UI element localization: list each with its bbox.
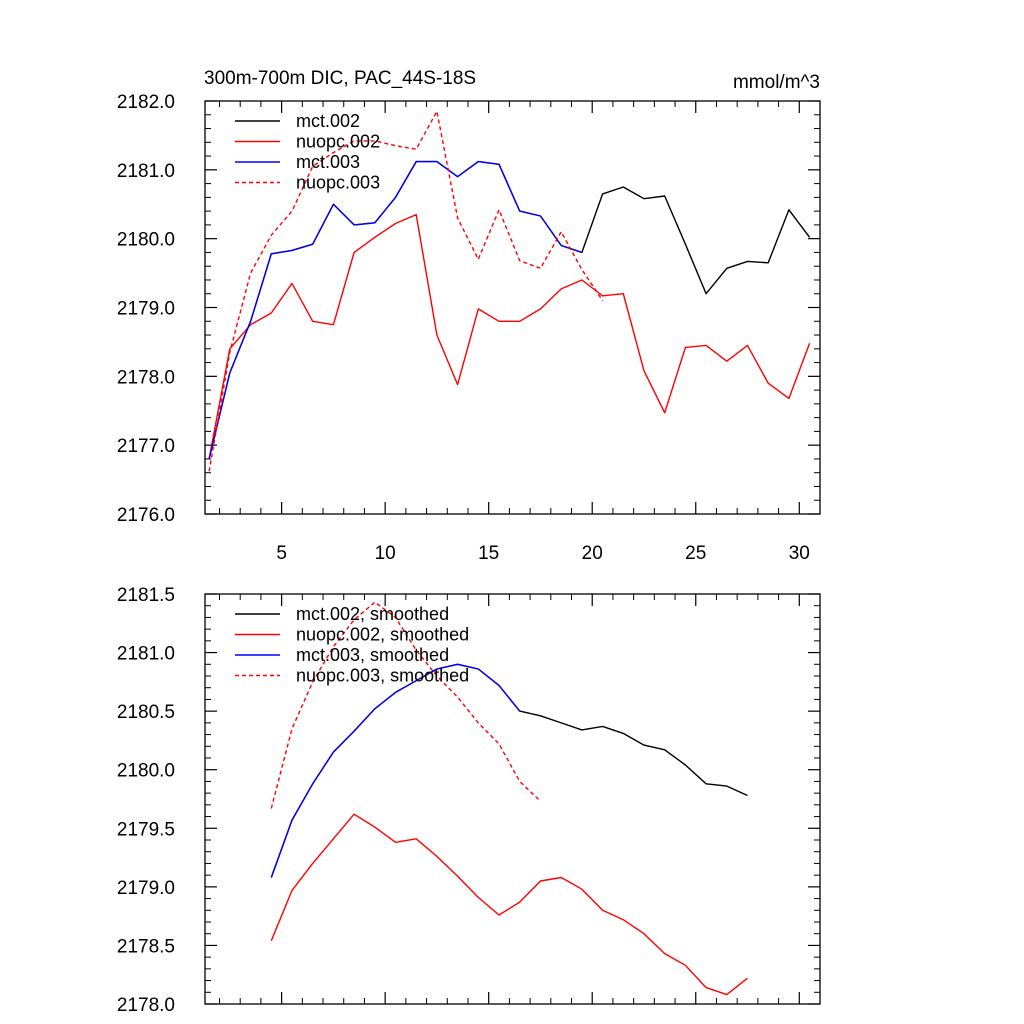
- y-tick-label: 2179.0: [117, 878, 175, 899]
- legend-label: nuopc.002: [296, 132, 380, 152]
- x-tick-label: 5: [276, 543, 287, 564]
- y-tick-label: 2177.0: [117, 436, 175, 457]
- legend-label: mct.003: [296, 152, 360, 172]
- series-line-mct-003: [208, 160, 583, 460]
- x-tick-label: 30: [789, 543, 810, 564]
- series-line-nuopc-003: [208, 110, 604, 472]
- x-tick-label: 25: [685, 543, 706, 564]
- series-line-mct-002-smoothed: [270, 663, 748, 878]
- top-panel-title: 300m-700m DIC, PAC_44S-18S: [204, 68, 476, 89]
- bottom-panel-series: [270, 601, 748, 996]
- bottom-panel: 2178.0 2178.5 2179.0 2179.5 2180.0 2180.5 2181…: [117, 585, 821, 1016]
- top-panel: 300m-700m DIC, PAC_44S-18S mmol/m^3 2176…: [117, 68, 821, 564]
- x-tick-label: 10: [375, 543, 396, 564]
- x-tick-label: 20: [582, 543, 603, 564]
- legend-label: nuopc.003: [296, 173, 380, 193]
- y-tick-label: 2176.0: [117, 505, 175, 526]
- y-tick-label: 2179.0: [117, 299, 175, 320]
- y-tick-label: 2181.0: [117, 644, 175, 665]
- series-line-nuopc-002: [208, 213, 811, 460]
- y-tick-label: 2178.5: [117, 936, 175, 957]
- legend-label: nuopc.002, smoothed: [296, 625, 469, 645]
- top-panel-ticks: 2176.0 2177.0 2178.0 2179.0 2180.0 2181.0 2182…: [117, 92, 821, 564]
- series-line-mct-002: [208, 160, 811, 460]
- top-panel-frame: [204, 100, 821, 515]
- y-tick-label: 2180.0: [117, 230, 175, 251]
- y-tick-label: 2181.0: [117, 161, 175, 182]
- legend-label: mct.002, smoothed: [296, 604, 449, 624]
- legend-label: mct.003, smoothed: [296, 645, 449, 665]
- bottom-panel-frame: [204, 593, 821, 1005]
- series-line-nuopc-002-smoothed: [270, 813, 748, 996]
- x-tick-label: 15: [478, 543, 499, 564]
- y-tick-label: 2181.5: [117, 585, 175, 606]
- series-line-nuopc-003-smoothed: [270, 601, 541, 809]
- y-tick-label: 2179.5: [117, 819, 175, 840]
- top-panel-units: mmol/m^3: [733, 72, 820, 93]
- y-tick-label: 2182.0: [117, 92, 175, 113]
- top-panel-series: [208, 110, 811, 472]
- y-tick-label: 2178.0: [117, 995, 175, 1016]
- y-tick-label: 2180.0: [117, 761, 175, 782]
- legend-label: mct.002: [296, 111, 360, 131]
- bottom-panel-ticks: 2178.0 2178.5 2179.0 2179.5 2180.0 2180.5 2181…: [117, 585, 821, 1016]
- series-line-mct-003-smoothed: [270, 663, 521, 878]
- y-tick-label: 2180.5: [117, 702, 175, 723]
- y-tick-label: 2178.0: [117, 367, 175, 388]
- legend-label: nuopc.003, smoothed: [296, 666, 469, 686]
